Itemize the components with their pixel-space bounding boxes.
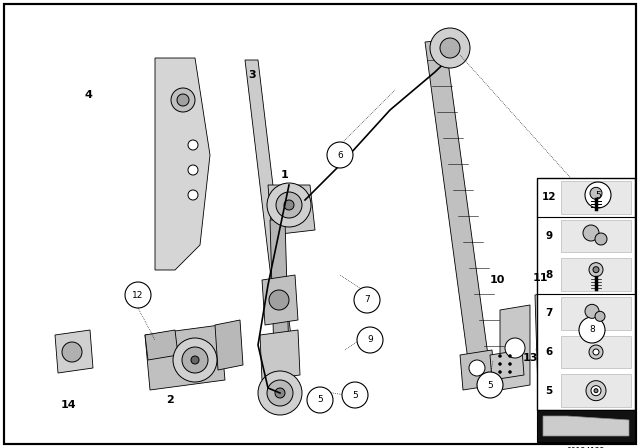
- Circle shape: [593, 267, 599, 273]
- Polygon shape: [215, 320, 243, 370]
- Circle shape: [125, 282, 151, 308]
- Circle shape: [595, 233, 607, 245]
- Circle shape: [191, 356, 199, 364]
- Polygon shape: [55, 330, 93, 373]
- Circle shape: [269, 290, 289, 310]
- Polygon shape: [268, 185, 315, 235]
- Circle shape: [541, 335, 561, 355]
- Circle shape: [177, 94, 189, 106]
- Circle shape: [171, 88, 195, 112]
- Circle shape: [284, 200, 294, 210]
- Circle shape: [430, 28, 470, 68]
- Polygon shape: [260, 330, 300, 380]
- Polygon shape: [145, 325, 225, 390]
- Text: 8: 8: [545, 270, 552, 280]
- Text: 7: 7: [364, 296, 370, 305]
- Circle shape: [342, 382, 368, 408]
- Circle shape: [579, 317, 605, 343]
- Circle shape: [276, 192, 302, 218]
- Circle shape: [173, 338, 217, 382]
- Polygon shape: [270, 220, 290, 390]
- Bar: [561, 297, 631, 330]
- Polygon shape: [262, 275, 298, 325]
- Circle shape: [509, 362, 511, 366]
- Text: 5: 5: [352, 391, 358, 400]
- Text: 5: 5: [595, 190, 601, 199]
- Circle shape: [586, 381, 606, 401]
- Circle shape: [275, 388, 285, 398]
- Circle shape: [267, 183, 311, 227]
- Circle shape: [477, 372, 503, 398]
- Circle shape: [188, 165, 198, 175]
- Circle shape: [509, 370, 511, 374]
- Bar: [537, 178, 635, 410]
- Text: 6: 6: [545, 347, 552, 357]
- Circle shape: [188, 140, 198, 150]
- Circle shape: [595, 311, 605, 321]
- Text: 5: 5: [317, 396, 323, 405]
- Text: 12: 12: [541, 192, 556, 202]
- Circle shape: [62, 342, 82, 362]
- Polygon shape: [535, 290, 568, 393]
- Polygon shape: [245, 60, 295, 370]
- Polygon shape: [543, 416, 629, 436]
- Text: 14: 14: [60, 400, 76, 410]
- Polygon shape: [500, 305, 530, 390]
- Circle shape: [327, 142, 353, 168]
- Text: 9: 9: [545, 231, 552, 241]
- Polygon shape: [145, 330, 178, 360]
- Circle shape: [182, 347, 208, 373]
- Circle shape: [585, 304, 599, 319]
- Polygon shape: [155, 58, 210, 270]
- Circle shape: [499, 354, 502, 358]
- Polygon shape: [425, 40, 490, 375]
- Circle shape: [499, 370, 502, 374]
- Circle shape: [505, 338, 525, 358]
- Circle shape: [499, 362, 502, 366]
- Text: 2: 2: [166, 395, 174, 405]
- Circle shape: [440, 38, 460, 58]
- Circle shape: [357, 327, 383, 353]
- Circle shape: [589, 345, 603, 359]
- Circle shape: [591, 386, 601, 396]
- Circle shape: [354, 287, 380, 313]
- Circle shape: [509, 354, 511, 358]
- Polygon shape: [460, 350, 495, 390]
- Circle shape: [590, 187, 602, 199]
- Circle shape: [593, 349, 599, 355]
- Text: 13: 13: [522, 353, 538, 363]
- Text: 8: 8: [589, 326, 595, 335]
- Text: 12: 12: [132, 290, 144, 300]
- Text: 10: 10: [490, 275, 505, 285]
- Circle shape: [188, 190, 198, 200]
- Bar: [561, 375, 631, 407]
- Circle shape: [589, 263, 603, 277]
- Circle shape: [585, 182, 611, 208]
- Bar: [561, 336, 631, 368]
- Bar: [537, 410, 635, 442]
- Text: 6: 6: [337, 151, 343, 159]
- Text: 7: 7: [545, 308, 553, 319]
- Circle shape: [594, 389, 598, 392]
- Text: 3: 3: [248, 70, 256, 80]
- Text: 11: 11: [532, 273, 548, 283]
- Polygon shape: [490, 350, 524, 380]
- Circle shape: [258, 371, 302, 415]
- Text: 5: 5: [487, 380, 493, 389]
- Text: 4: 4: [84, 90, 92, 100]
- Circle shape: [469, 360, 485, 376]
- Circle shape: [267, 380, 293, 406]
- Circle shape: [307, 387, 333, 413]
- Bar: [561, 258, 631, 291]
- Bar: [561, 220, 631, 252]
- Bar: [561, 181, 631, 214]
- Text: 5: 5: [545, 386, 552, 396]
- Circle shape: [583, 225, 599, 241]
- Circle shape: [547, 341, 555, 349]
- Text: 9: 9: [367, 336, 373, 345]
- Text: 1: 1: [281, 170, 289, 180]
